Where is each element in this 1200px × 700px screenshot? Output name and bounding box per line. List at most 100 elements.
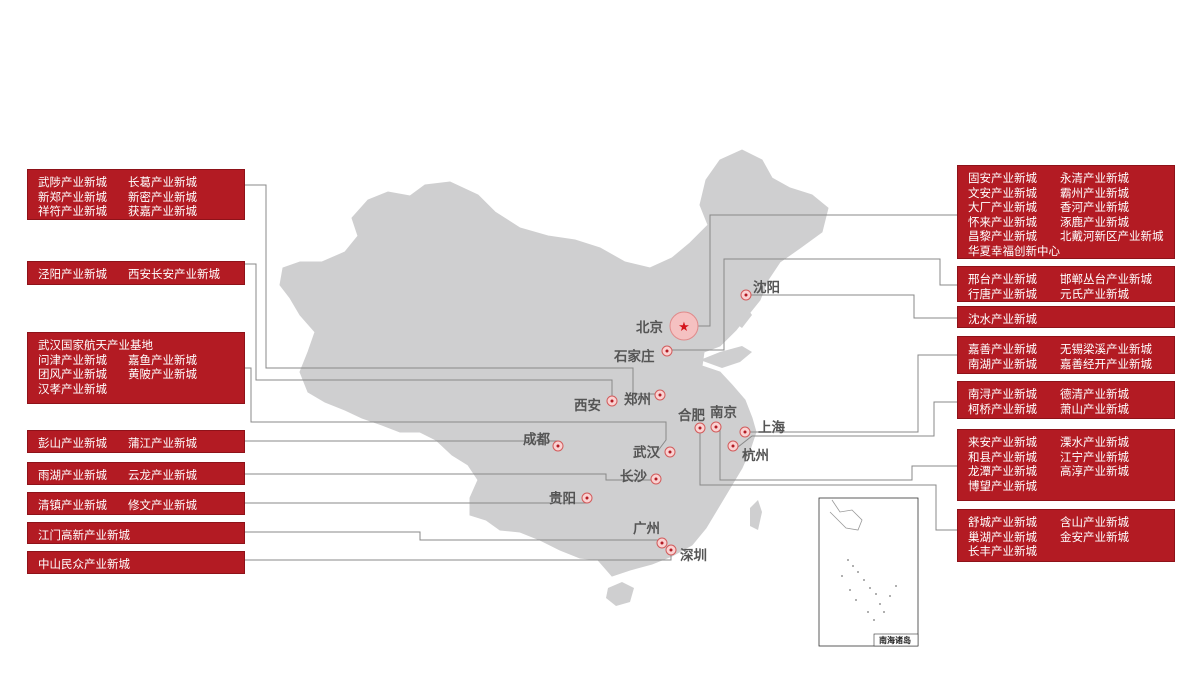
box-item: 博望产业新城 [968, 478, 1037, 493]
box-item: 文安产业新城 [968, 185, 1037, 200]
box-row: 舒城产业新城 含山产业新城 [968, 515, 1168, 530]
box-row: 华夏幸福创新中心 [968, 244, 1168, 259]
box-item: 邢台产业新城 [968, 272, 1037, 286]
box-item: 来安产业新城 [968, 435, 1037, 449]
box-item: 嘉善产业新城 [968, 342, 1037, 356]
box-item: 龙潭产业新城 [968, 464, 1037, 478]
left-box-wuhan: 武汉国家航天产业基地 问津产业新城 嘉鱼产业新城 团风产业新城 黄陂产业新城 汉孝产… [27, 332, 245, 404]
box-row: 南浔产业新城 德清产业新城 [968, 387, 1168, 402]
box-row: 祥符产业新城 获嘉产业新城 [38, 204, 238, 219]
box-row: 团风产业新城 黄陂产业新城 [38, 367, 238, 382]
line-hefei [699, 428, 957, 531]
city-dot-centers [556, 293, 748, 552]
line-guangzhou [245, 531, 662, 541]
box-item: 舒城产业新城 [968, 515, 1037, 529]
box-item: 巢湖产业新城 [968, 529, 1037, 544]
inset-coastline [829, 499, 863, 531]
box-row: 沈水产业新城 [968, 312, 1168, 327]
box-row: 文安产业新城 霸州产业新城 [968, 186, 1168, 201]
city-label-nanjing: 南京 [710, 405, 737, 421]
box-row: 问津产业新城 嘉鱼产业新城 [38, 353, 238, 368]
right-box-hebei: 邢台产业新城 邯郸丛台产业新城 行唐产业新城 元氏产业新城 [957, 266, 1175, 302]
box-item: 问津产业新城 [38, 352, 107, 367]
left-box-chengdu: 彭山产业新城 蒲江产业新城 [27, 430, 245, 453]
line-hangzhou [737, 401, 957, 448]
box-item: 元氏产业新城 [1060, 286, 1129, 301]
box-row: 汉孝产业新城 [38, 382, 238, 397]
box-row: 彭山产业新城 蒲江产业新城 [38, 436, 238, 451]
city-label-zhengzhou: 郑州 [624, 392, 651, 408]
box-item: 涿鹿产业新城 [1060, 214, 1129, 229]
right-box-hefei: 舒城产业新城 含山产业新城 巢湖产业新城 金安产业新城 长丰产业新城 [957, 509, 1175, 562]
box-item: 大厂产业新城 [968, 200, 1037, 214]
city-label-hefei: 合肥 [678, 408, 705, 424]
box-row: 长丰产业新城 [968, 544, 1168, 559]
box-row: 博望产业新城 [968, 479, 1168, 494]
left-box-zhongshan: 中山民众产业新城 [27, 551, 245, 574]
box-row: 来安产业新城 溧水产业新城 [968, 435, 1168, 450]
beijing-marker-halo [669, 311, 699, 341]
box-item: 和县产业新城 [968, 449, 1037, 464]
city-label-shanghai: 上海 [758, 420, 785, 436]
box-item: 怀来产业新城 [968, 214, 1037, 229]
city-label-guiyang: 贵阳 [549, 491, 576, 507]
box-item: 蒲江产业新城 [128, 436, 197, 450]
right-box-nanjing: 来安产业新城 溧水产业新城 和县产业新城 江宁产业新城 龙潭产业新城 高淳产业新城 博… [957, 429, 1175, 501]
box-item: 西安长安产业新城 [128, 267, 220, 281]
box-row: 武陟产业新城 长葛产业新城 [38, 175, 238, 190]
left-box-changsha: 雨湖产业新城 云龙产业新城 [27, 462, 245, 485]
line-shanghai [745, 354, 957, 433]
line-changsha [245, 473, 656, 481]
right-box-langfang: 固安产业新城 永清产业新城 文安产业新城 霸州产业新城 大厂产业新城 香河产业新城 怀… [957, 165, 1175, 259]
box-item: 嘉鱼产业新城 [128, 352, 197, 367]
left-box-jiangmen: 江门高新产业新城 [27, 522, 245, 544]
box-row: 龙潭产业新城 高淳产业新城 [968, 464, 1168, 479]
box-item: 江门高新产业新城 [38, 528, 130, 542]
city-label-beijing: 北京 [636, 320, 663, 336]
left-box-henan: 武陟产业新城 长葛产业新城 新郑产业新城 新密产业新城 祥符产业新城 获嘉产业新城 [27, 169, 245, 220]
box-item: 清镇产业新城 [38, 498, 107, 512]
box-item: 金安产业新城 [1060, 529, 1129, 544]
box-row: 邢台产业新城 邯郸丛台产业新城 [968, 272, 1168, 287]
city-label-shijiazhuang: 石家庄 [614, 349, 655, 365]
box-item: 新郑产业新城 [38, 189, 107, 204]
box-item: 行唐产业新城 [968, 286, 1037, 301]
box-item: 永清产业新城 [1060, 171, 1129, 185]
box-row: 中山民众产业新城 [38, 557, 238, 572]
box-item: 汉孝产业新城 [38, 381, 107, 396]
box-item: 江宁产业新城 [1060, 449, 1129, 464]
box-item: 高淳产业新城 [1060, 464, 1129, 478]
box-item: 彭山产业新城 [38, 436, 107, 450]
box-item: 武汉国家航天产业基地 [38, 338, 153, 352]
box-item: 长丰产业新城 [968, 544, 1037, 558]
box-item: 北戴河新区产业新城 [1060, 229, 1164, 243]
box-row: 泾阳产业新城 西安长安产业新城 [38, 267, 238, 282]
city-label-chengdu: 成都 [523, 432, 550, 448]
box-row: 新郑产业新城 新密产业新城 [38, 190, 238, 205]
line-hebei [667, 258, 957, 351]
box-row: 和县产业新城 江宁产业新城 [968, 450, 1168, 465]
box-item: 香河产业新城 [1060, 200, 1129, 214]
box-item: 嘉善经开产业新城 [1060, 356, 1152, 371]
box-row: 武汉国家航天产业基地 [38, 338, 238, 353]
box-item: 邯郸丛台产业新城 [1060, 272, 1152, 286]
box-row: 清镇产业新城 修文产业新城 [38, 498, 238, 513]
line-shenyang [746, 294, 957, 319]
box-item: 萧山产业新城 [1060, 401, 1129, 416]
city-label-hangzhou: 杭州 [742, 448, 769, 464]
box-row: 雨湖产业新城 云龙产业新城 [38, 468, 238, 483]
box-item: 无锡梁溪产业新城 [1060, 342, 1152, 356]
box-row: 巢湖产业新城 金安产业新城 [968, 530, 1168, 545]
inset-label-bg [873, 633, 919, 647]
box-row: 大厂产业新城 香河产业新城 [968, 200, 1168, 215]
city-dots [552, 289, 752, 556]
box-item: 霸州产业新城 [1060, 185, 1129, 200]
box-row: 怀来产业新城 涿鹿产业新城 [968, 215, 1168, 230]
south-china-sea-label: 南海诸岛 [879, 636, 911, 645]
china-mainland-shape [279, 149, 829, 577]
box-row: 行唐产业新城 元氏产业新城 [968, 287, 1168, 302]
city-label-shenyang: 沈阳 [753, 280, 780, 296]
box-item: 德清产业新城 [1060, 387, 1129, 401]
